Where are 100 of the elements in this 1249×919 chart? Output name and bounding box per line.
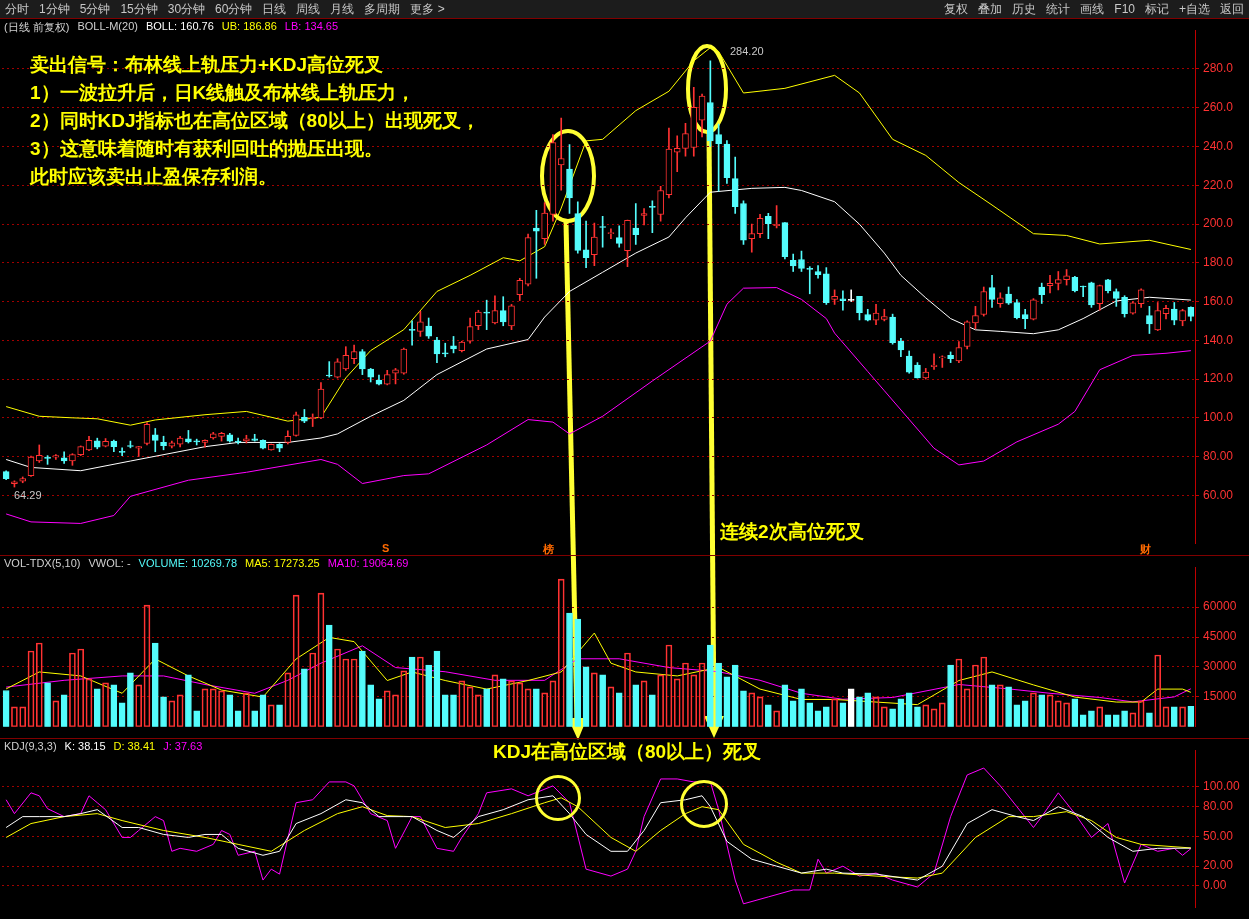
candlestick (193, 438, 201, 446)
text: UB: 186.86 (221, 20, 277, 34)
y-tick-label: 45000 (1203, 629, 1237, 644)
text: 叠加 (977, 0, 1004, 18)
bar (847, 688, 855, 727)
annotation: S (382, 542, 390, 554)
text: 画线 (1079, 0, 1106, 18)
text: MA10: 19064.69 (327, 557, 409, 569)
text: 15分钟 (119, 0, 159, 18)
y-tick-label: 30000 (1203, 659, 1237, 674)
candlestick (234, 437, 242, 445)
y-tick-label: 200.0 (1203, 216, 1234, 231)
candlestick (557, 117, 565, 191)
text: 历史 (1011, 0, 1038, 18)
candlestick (1021, 308, 1029, 329)
y-tick-label: 0.00 (1203, 878, 1227, 893)
bar (367, 684, 374, 727)
annotation: 3）这意味着随时有获利回吐的抛压出现。 (30, 137, 383, 161)
bar (731, 664, 739, 727)
annotation: 64.29 (14, 489, 42, 501)
chart-title: BOLL-M(20) (77, 20, 138, 34)
candlestick (607, 228, 615, 239)
bar (856, 696, 863, 727)
bar (740, 690, 747, 727)
bar (483, 688, 490, 727)
candlestick (151, 428, 159, 453)
candlestick (748, 223, 756, 253)
bar (441, 694, 449, 727)
bar (44, 682, 51, 727)
annotation: 榜 (543, 542, 554, 557)
y-tick-label: 220.0 (1203, 177, 1234, 192)
text: BOLL: 160.76 (145, 20, 214, 34)
text: D: 38.41 (113, 740, 156, 752)
text: +自选 (1178, 0, 1211, 18)
bar (889, 708, 896, 727)
y-tick-label: 120.0 (1203, 371, 1234, 386)
y-tick-label: 15000 (1203, 689, 1237, 704)
bar (193, 710, 201, 727)
text: 返回 (1219, 0, 1245, 18)
y-tick-label: 20.00 (1203, 858, 1234, 873)
text: K: 38.15 (64, 740, 106, 752)
annotation: 连续2次高位死叉 (720, 520, 864, 544)
text: F10 (1113, 2, 1136, 16)
chart-subtitle: (日线 前复权) (4, 20, 70, 35)
text: 周线 (295, 0, 322, 18)
y-tick-label: 100.00 (1203, 779, 1241, 794)
text: 日线 (261, 0, 288, 18)
y-tick-label: 60000 (1203, 599, 1237, 614)
y-tick-label: 140.0 (1203, 332, 1234, 347)
annotation: 此时应该卖出止盈保存利润。 (30, 165, 277, 189)
bar (1112, 714, 1120, 727)
text: MA5: 17273.25 (245, 557, 320, 569)
bar (93, 688, 101, 727)
text: 月线 (329, 0, 356, 18)
bar (914, 706, 921, 727)
candlestick (938, 355, 946, 368)
bar (1170, 706, 1178, 727)
bar (789, 700, 797, 727)
candlestick (673, 135, 681, 173)
bar (359, 650, 366, 727)
y-tick-label: 60.00 (1203, 487, 1234, 502)
text: 5分钟 (78, 0, 112, 18)
bar (864, 692, 872, 727)
candlestick (441, 342, 449, 358)
y-tick-label: 160.0 (1203, 293, 1234, 308)
bar (185, 674, 192, 727)
candlestick (325, 361, 333, 378)
annotation: 2）同时KDJ指标也在高位区域（80以上）出现死叉， (30, 109, 480, 133)
y-tick-label: 80.00 (1203, 799, 1234, 814)
bar (806, 702, 814, 727)
bar (1121, 710, 1128, 727)
text: 更多 > (409, 0, 446, 18)
bar (947, 664, 954, 727)
bar (325, 624, 333, 727)
bar (1038, 694, 1046, 727)
text: 复权 (943, 0, 970, 18)
chart-title: KDJ(9,3,3) (4, 740, 57, 752)
bar (798, 688, 805, 727)
annotation: 财 (1140, 542, 1151, 557)
bar (151, 642, 159, 727)
candlestick (1079, 285, 1087, 298)
y-tick-label: 240.0 (1203, 138, 1234, 153)
bar (425, 664, 432, 727)
candlestick (582, 220, 590, 268)
y-tick-label: 260.0 (1203, 100, 1234, 115)
text: 多周期 (363, 0, 402, 18)
text: 分时 (4, 0, 30, 18)
bar (1088, 710, 1095, 727)
bar (649, 694, 656, 727)
bar (251, 710, 259, 727)
y-tick-label: 180.0 (1203, 255, 1234, 270)
bar (160, 696, 167, 727)
candlestick (839, 290, 847, 311)
text: 30分钟 (166, 0, 207, 18)
bar (1146, 712, 1153, 727)
bar (823, 706, 830, 727)
y-tick-label: 280.0 (1203, 61, 1234, 76)
bar (533, 688, 540, 727)
bar (615, 692, 623, 727)
text: LB: 134.65 (284, 20, 339, 34)
